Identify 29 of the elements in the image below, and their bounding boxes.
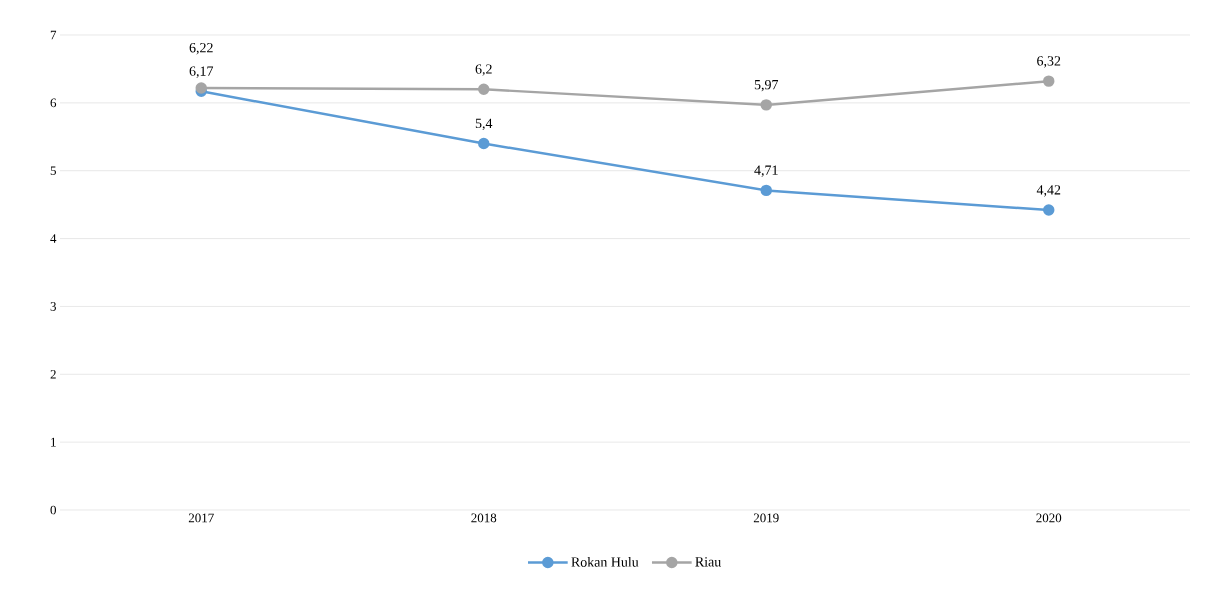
point [1043, 204, 1055, 216]
y-tick-label: 6 [50, 98, 57, 108]
legend-label: Riau [695, 557, 721, 567]
y-tick-label: 1 [51, 437, 56, 447]
point [478, 83, 490, 96]
point [478, 137, 490, 150]
data-label: 5,97 [754, 79, 779, 92]
data-label: 6,32 [1037, 56, 1061, 68]
point [195, 82, 207, 94]
point [760, 99, 772, 111]
legend-label: Rokan Hulu [571, 556, 639, 567]
y-tick-label: 0 [50, 505, 56, 515]
y-tick-label: 3 [50, 302, 56, 311]
x-tick-label: 2018 [471, 513, 497, 523]
x-tick-label: 2017 [188, 513, 214, 523]
data-label: 6,22 [189, 43, 213, 55]
x-tick-label: 2020 [1036, 513, 1062, 523]
y-tick-label: 7 [50, 30, 57, 40]
data-label: 6,17 [189, 66, 214, 78]
point [1043, 75, 1055, 87]
data-label: 5,4 [475, 118, 493, 131]
y-tick-label: 4 [50, 234, 57, 243]
data-label: 4,42 [1036, 185, 1061, 197]
y-tick-label: 2 [50, 370, 56, 379]
data-label: 4,71 [754, 165, 778, 177]
point [760, 184, 772, 197]
y-tick-label: 5 [50, 166, 56, 176]
x-tick-label: 2019 [753, 513, 779, 523]
data-label: 6,2 [475, 64, 492, 76]
